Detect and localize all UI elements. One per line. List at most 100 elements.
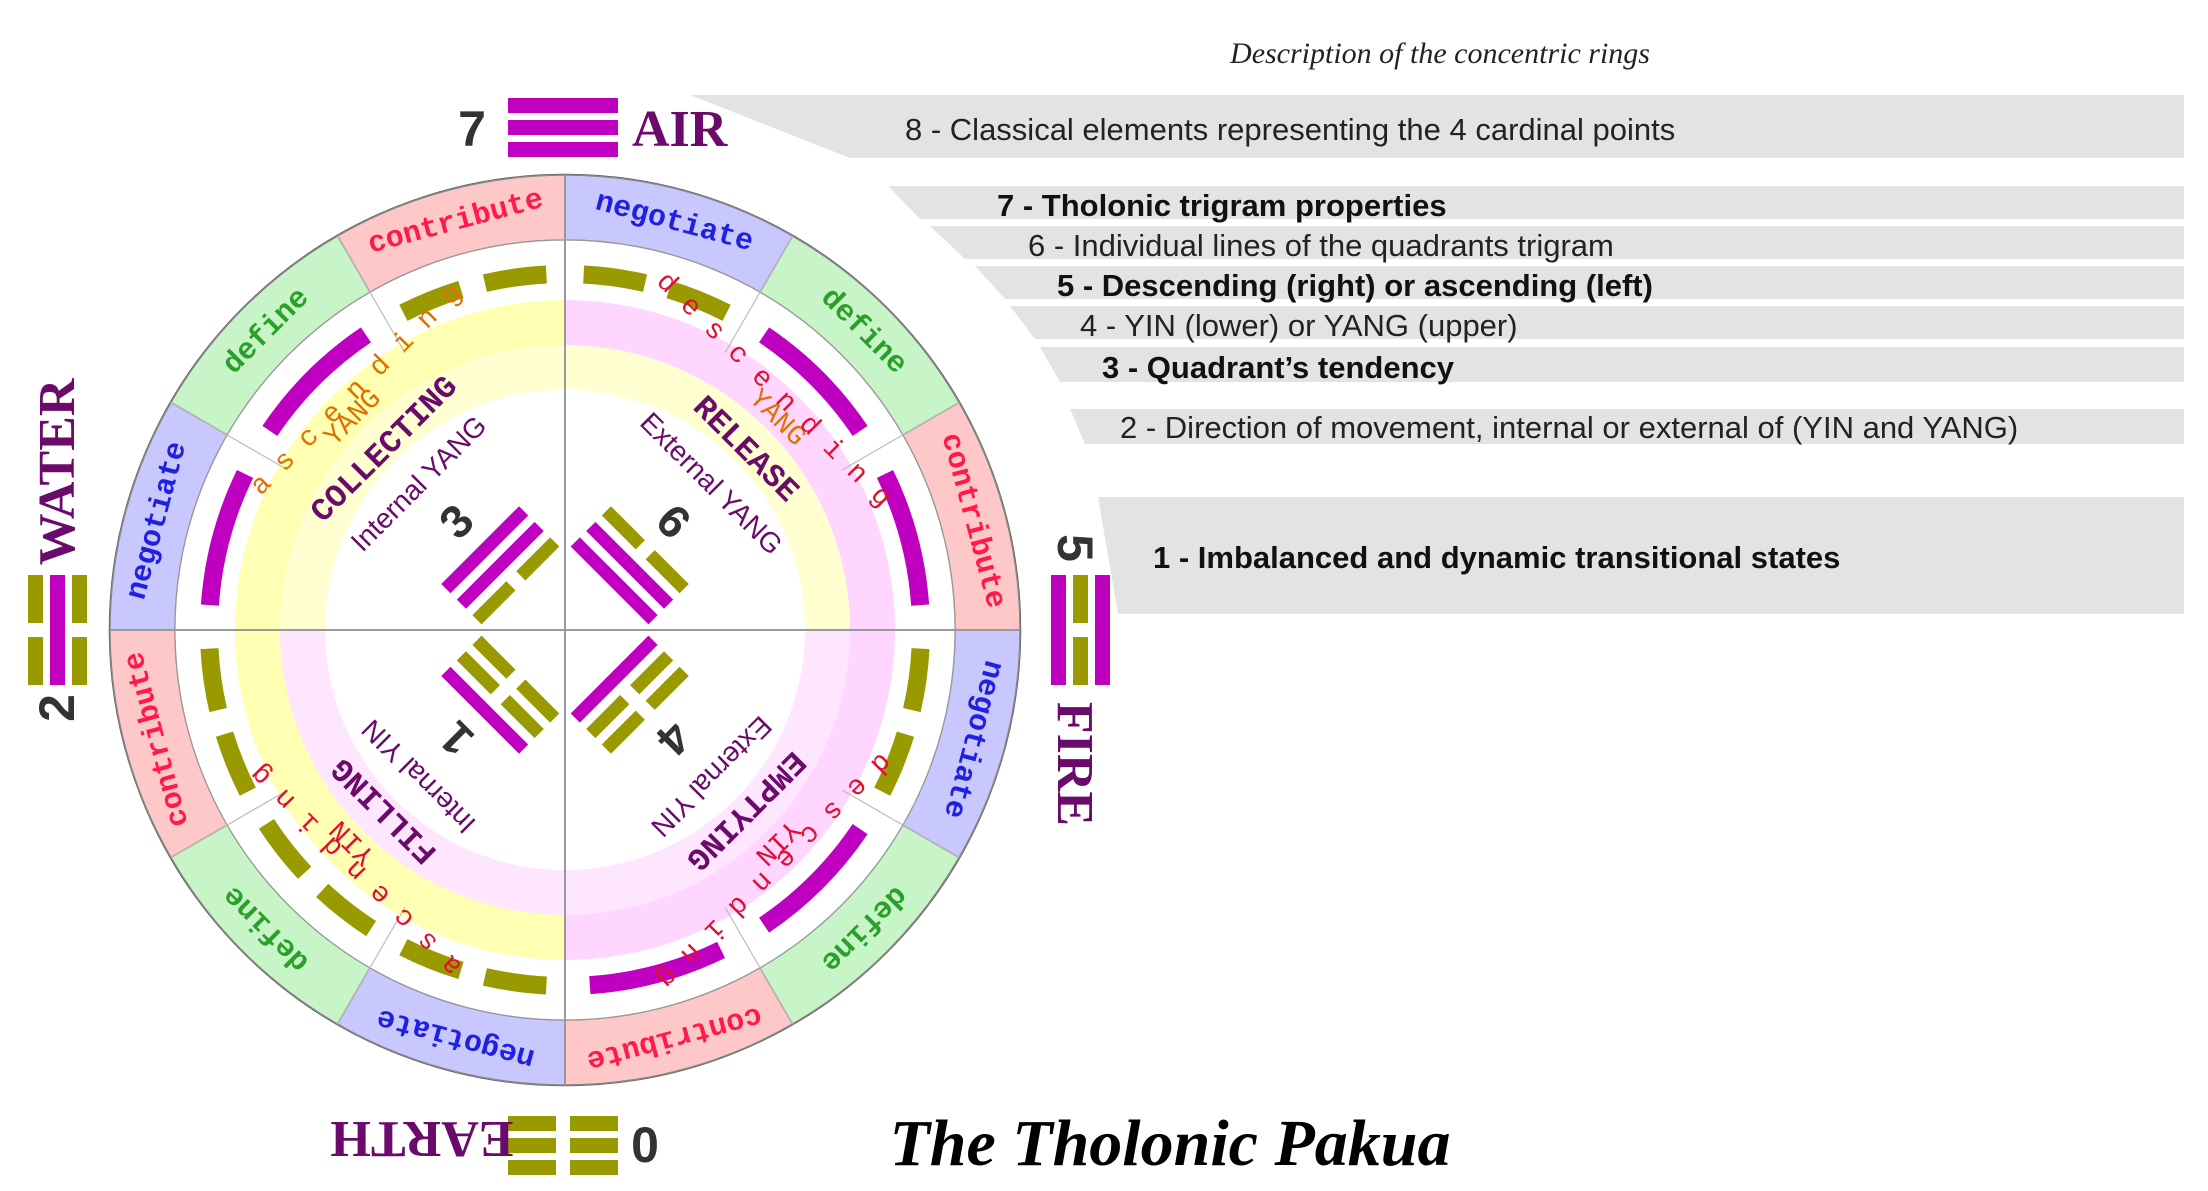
yin-line xyxy=(456,651,500,695)
legend-item-2: 2 - Direction of movement, internal or e… xyxy=(1120,410,2018,445)
yin-line xyxy=(508,1116,556,1131)
yin-line xyxy=(645,666,689,710)
element-water-trigram xyxy=(28,575,87,685)
yin-line xyxy=(399,280,464,321)
segment-divider xyxy=(841,789,960,859)
legend-heading: Description of the concentric rings xyxy=(1229,37,1650,70)
quadrant-bl-trigram xyxy=(441,635,560,754)
legend-bar-3 xyxy=(1040,347,2184,382)
band-inner-tl xyxy=(280,345,565,630)
yin-line xyxy=(28,637,43,685)
yin-line xyxy=(500,695,544,739)
yin-line xyxy=(666,280,731,321)
yin-line xyxy=(601,506,645,550)
yin-line xyxy=(28,575,43,623)
quadrant-br-trigram xyxy=(570,635,689,754)
yang-line xyxy=(508,142,618,157)
yin-line xyxy=(72,637,87,685)
element-air-trigram xyxy=(508,98,618,157)
yin-line xyxy=(570,1160,618,1175)
band-yin-ascending xyxy=(235,630,565,960)
yang-line xyxy=(586,521,674,609)
yang-line xyxy=(508,98,618,113)
band-yang-ascending xyxy=(235,300,565,630)
yang-line xyxy=(456,521,544,609)
yin-line xyxy=(200,648,227,713)
element-fire-number: 5 xyxy=(1047,534,1103,562)
segment-divider xyxy=(724,235,794,354)
yin-line xyxy=(601,710,645,754)
legend-bar-7 xyxy=(888,186,2184,219)
yin-line xyxy=(874,731,915,796)
legend-bar-2 xyxy=(1070,409,2184,444)
legend-item-6: 6 - Individual lines of the quadrants tr… xyxy=(1028,228,1614,263)
yin-line xyxy=(1073,575,1088,623)
pakua-wheel: contributedefinenegotiatecontributedefin… xyxy=(108,173,1022,1087)
yin-line xyxy=(516,679,560,723)
yin-line xyxy=(72,575,87,623)
band-yang-descending xyxy=(565,300,895,630)
yin-line xyxy=(570,1138,618,1153)
yin-line xyxy=(472,635,516,679)
element-air-number: 7 xyxy=(458,101,486,157)
element-water: WATER 2 xyxy=(28,377,87,722)
yin-line xyxy=(583,265,648,292)
cardinal-elements: 7 AIR 0 EARTH WATER 2 5 FIRE xyxy=(28,98,1110,1175)
yang-line xyxy=(876,469,930,606)
legend-item-3: 3 - Quadrant’s tendency xyxy=(1102,350,1455,385)
legend-bar-6 xyxy=(930,226,2184,259)
element-air-name: AIR xyxy=(632,101,729,158)
diagram-title: The Tholonic Pakua xyxy=(889,1107,1450,1180)
yang-line xyxy=(759,327,868,436)
legend-item-4: 4 - YIN (lower) or YANG (upper) xyxy=(1080,308,1518,343)
yin-line xyxy=(903,648,930,713)
yang-line xyxy=(508,120,618,135)
yin-line xyxy=(645,550,689,594)
element-fire: 5 FIRE xyxy=(1046,534,1110,826)
element-earth-name: EARTH xyxy=(330,1110,513,1167)
segment-divider xyxy=(724,906,794,1025)
band-inner-bl xyxy=(280,630,565,915)
band-inner-br xyxy=(565,630,850,915)
quadrant-tl-trigram xyxy=(441,506,560,625)
yang-line xyxy=(1095,575,1110,685)
yin-line xyxy=(399,939,464,980)
element-earth-number: 0 xyxy=(631,1117,659,1173)
legend-bar-4 xyxy=(1010,306,2184,339)
legend-item-5: 5 - Descending (right) or ascending (lef… xyxy=(1057,268,1653,303)
yin-line xyxy=(482,265,547,292)
yin-line xyxy=(508,1138,556,1153)
yin-line xyxy=(472,581,516,625)
legend: 8 - Classical elements representing the … xyxy=(690,95,2184,614)
segment-divider xyxy=(336,906,406,1025)
element-water-number: 2 xyxy=(29,694,85,722)
element-fire-name: FIRE xyxy=(1046,702,1103,826)
element-earth: 0 EARTH xyxy=(330,1110,659,1175)
element-water-name: WATER xyxy=(29,377,86,565)
yang-line xyxy=(50,575,65,685)
element-fire-trigram xyxy=(1051,575,1110,685)
band-inner-tr xyxy=(565,345,850,630)
yang-line xyxy=(441,666,529,754)
yin-line xyxy=(630,651,674,695)
segment-divider xyxy=(336,235,406,354)
yin-line xyxy=(316,883,377,937)
legend-bar-8 xyxy=(690,95,2184,158)
yang-line xyxy=(441,506,529,594)
yin-line xyxy=(570,1116,618,1131)
yang-line xyxy=(589,941,726,995)
yang-line xyxy=(759,824,868,933)
yin-line xyxy=(482,968,547,995)
yang-line xyxy=(1051,575,1066,685)
segment-divider xyxy=(170,401,289,471)
yang-line xyxy=(570,537,658,625)
band-yin-descending xyxy=(565,630,895,960)
yin-line xyxy=(586,695,630,739)
legend-item-7: 7 - Tholonic trigram properties xyxy=(997,188,1447,223)
legend-bar-5 xyxy=(975,266,2184,299)
legend-bar-1 xyxy=(1098,497,2184,614)
element-air: 7 AIR xyxy=(458,98,729,158)
yang-line xyxy=(570,635,658,723)
yin-line xyxy=(215,731,256,796)
yin-line xyxy=(1073,637,1088,685)
